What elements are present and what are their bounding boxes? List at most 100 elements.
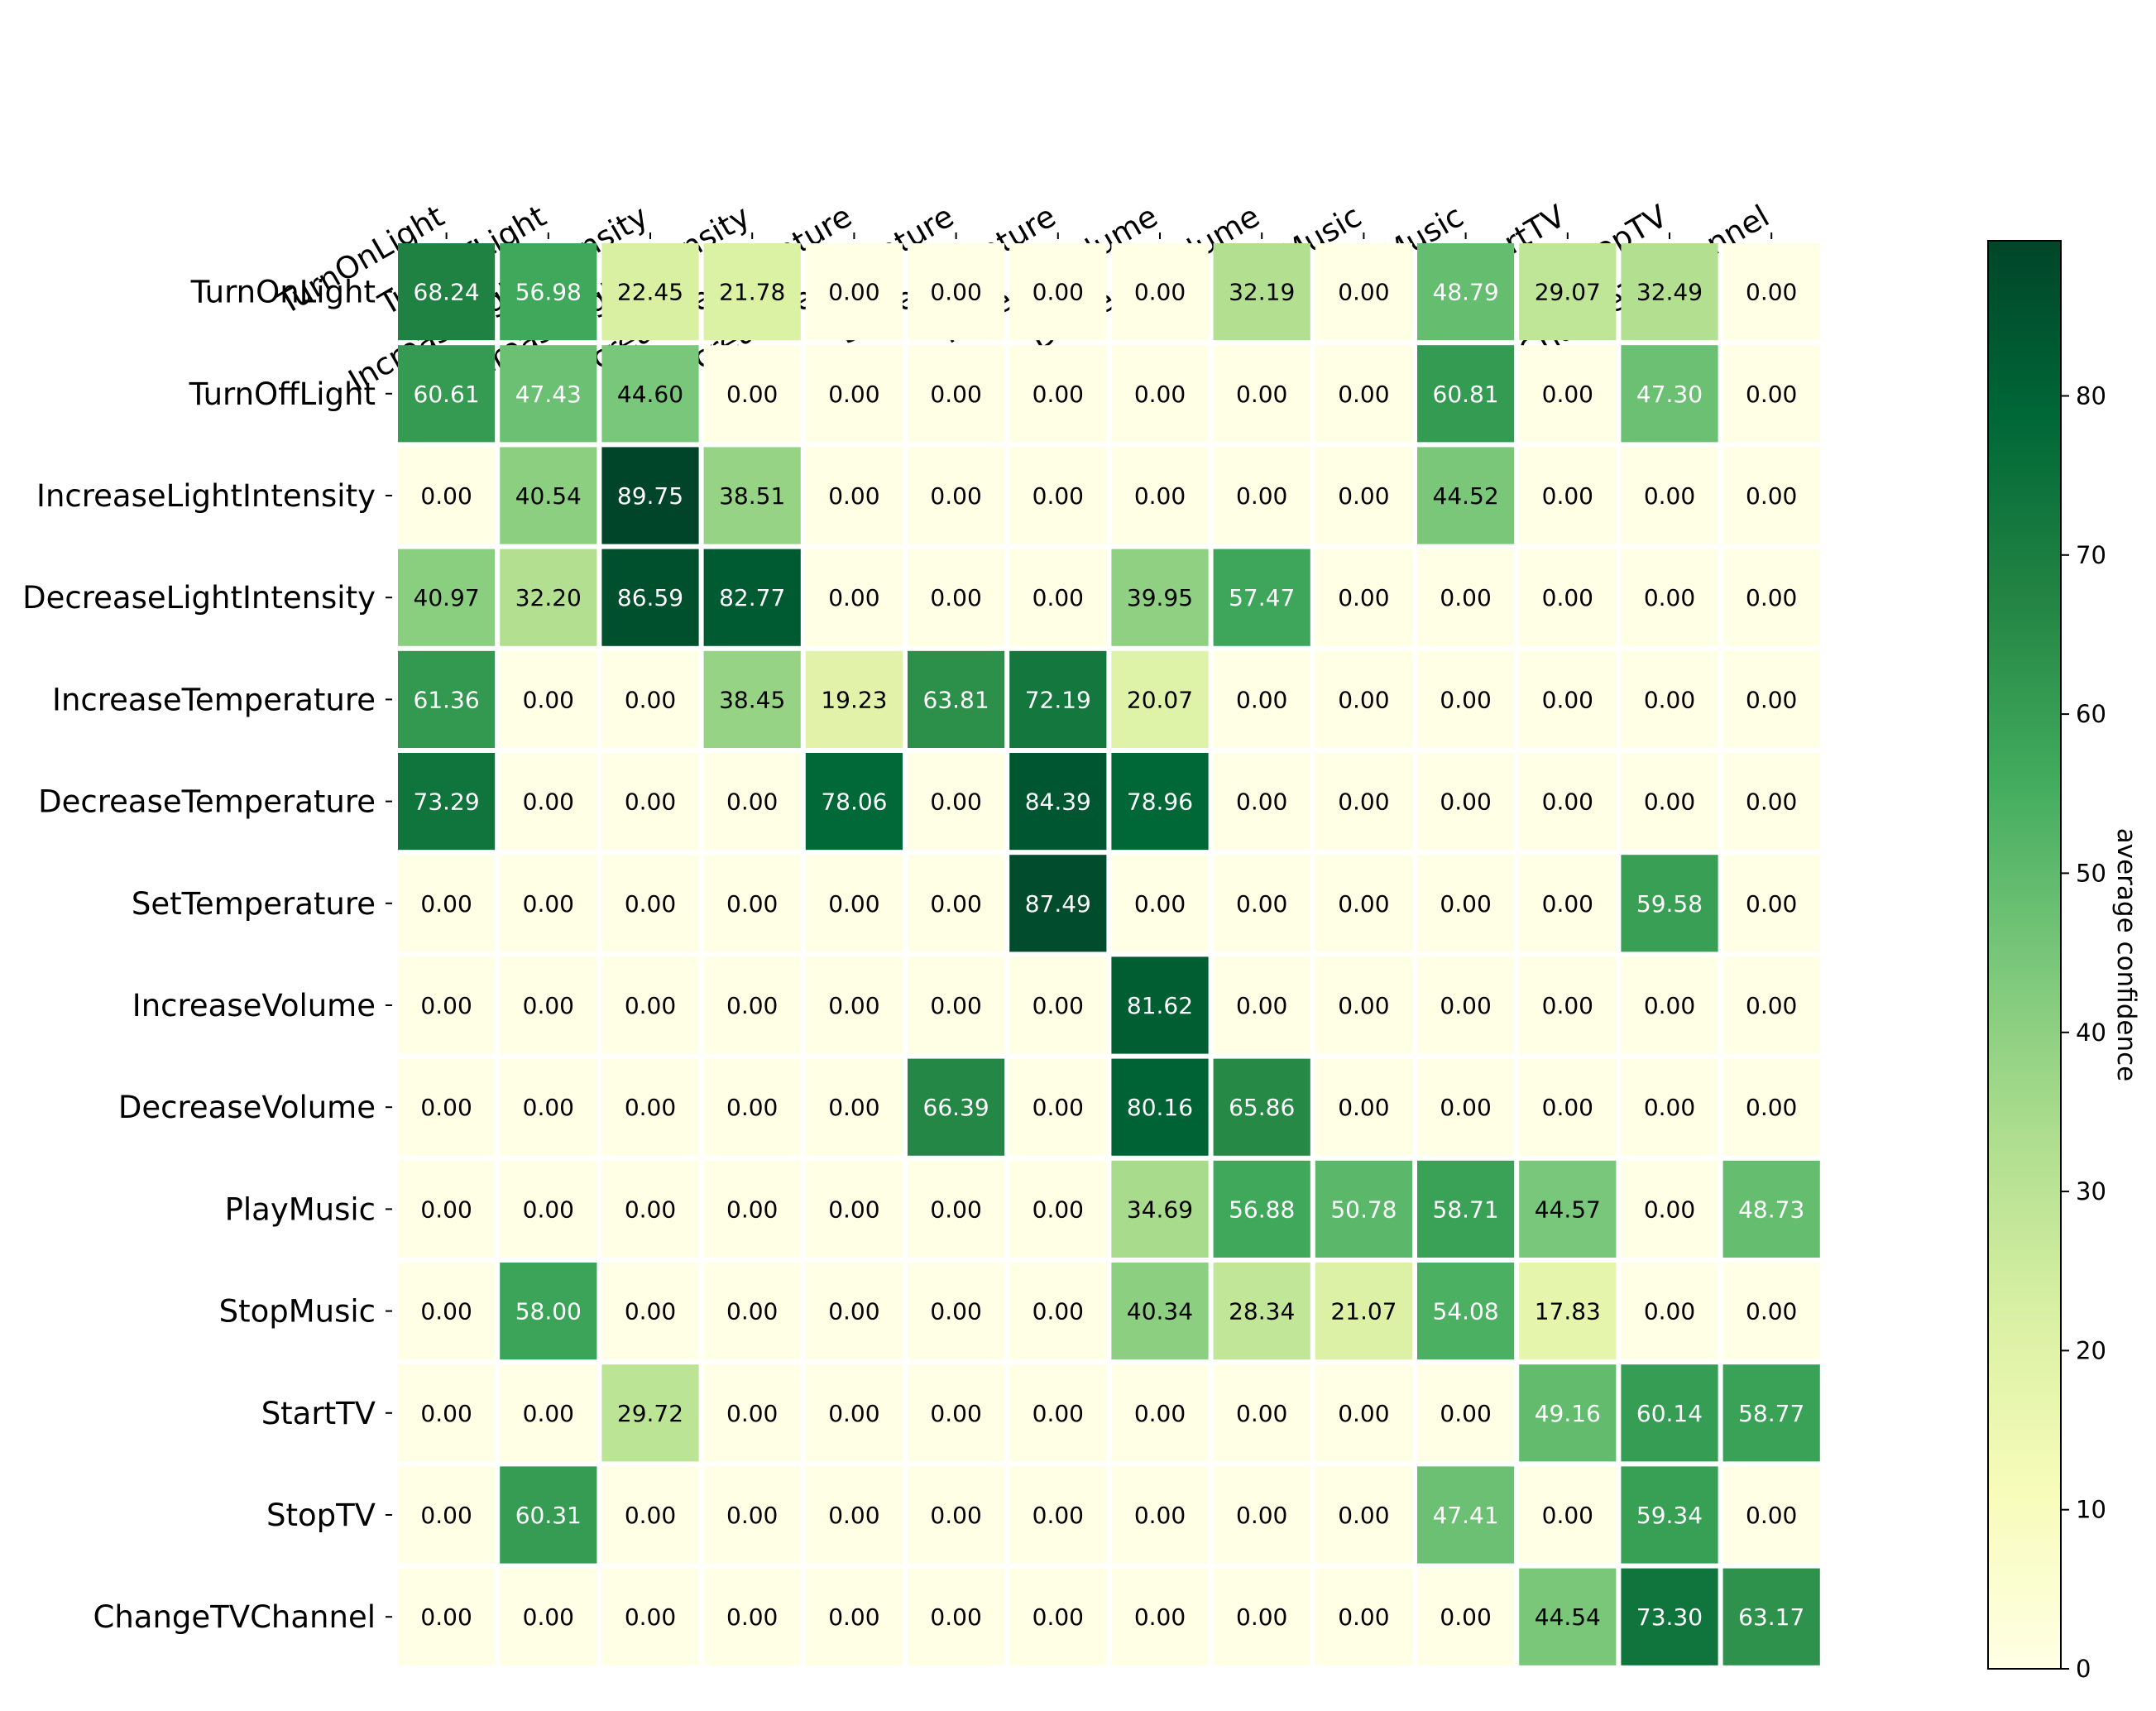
cell-value-label: 0.00 xyxy=(1338,788,1389,816)
y-tick-label: PlayMusic xyxy=(225,1191,376,1227)
heatmap-cell xyxy=(1417,1263,1515,1360)
cell-value-label: 0.00 xyxy=(625,686,676,713)
heatmap-cell xyxy=(398,549,496,646)
heatmap-cell xyxy=(908,650,1005,748)
heatmap-cell xyxy=(703,956,801,1054)
heatmap-cell xyxy=(1519,345,1617,443)
cell-value-label: 40.34 xyxy=(1127,1298,1193,1325)
cell-value-label: 0.00 xyxy=(523,1196,574,1223)
heatmap-cell xyxy=(1417,243,1515,341)
cell-value-label: 0.00 xyxy=(1134,1603,1186,1631)
cell-value-label: 0.00 xyxy=(1542,992,1593,1019)
cell-value-label: 44.57 xyxy=(1535,1196,1601,1223)
cell-value-label: 0.00 xyxy=(420,1400,472,1427)
cell-value-label: 0.00 xyxy=(1542,482,1593,510)
heatmap-cell xyxy=(1417,447,1515,544)
cell-value-label: 54.08 xyxy=(1433,1298,1499,1325)
heatmap-cell xyxy=(1111,855,1209,952)
heatmap-cell xyxy=(1621,243,1718,341)
cell-value-label: 81.62 xyxy=(1127,992,1193,1019)
cell-value-label: 0.00 xyxy=(1338,1400,1389,1427)
cell-value-label: 0.00 xyxy=(1338,279,1389,306)
cell-value-label: 0.00 xyxy=(1134,890,1186,918)
cell-value-label: 72.19 xyxy=(1025,686,1091,713)
cell-value-label: 0.00 xyxy=(930,381,981,408)
cell-value-label: 0.00 xyxy=(1236,381,1287,408)
cell-value-label: 0.00 xyxy=(1338,1502,1389,1529)
heatmap-cell xyxy=(1111,1058,1209,1156)
heatmap-cell xyxy=(1417,1160,1515,1258)
heatmap-cell xyxy=(1722,1058,1820,1156)
cell-value-label: 0.00 xyxy=(930,279,981,306)
heatmap-cell xyxy=(1009,1160,1107,1258)
cell-value-label: 29.72 xyxy=(617,1400,683,1427)
heatmap-cell xyxy=(601,549,699,646)
cell-value-label: 0.00 xyxy=(523,890,574,918)
heatmap-cell xyxy=(500,753,597,851)
colorbar-tick-label: 70 xyxy=(2076,541,2106,569)
heatmap-cell xyxy=(703,1058,801,1156)
heatmap-cell xyxy=(1213,1160,1310,1258)
heatmap-cell xyxy=(1111,447,1209,544)
cell-value-label: 40.97 xyxy=(414,584,480,611)
cell-value-label: 44.54 xyxy=(1535,1603,1601,1631)
cell-value-label: 0.00 xyxy=(1032,1094,1084,1121)
cell-value-label: 0.00 xyxy=(1338,1603,1389,1631)
heatmap-cell xyxy=(398,956,496,1054)
cell-value-label: 29.07 xyxy=(1535,279,1601,306)
heatmap-cell xyxy=(1621,650,1718,748)
cell-value-label: 0.00 xyxy=(1440,1400,1491,1427)
heatmap-cell xyxy=(908,1160,1005,1258)
cell-value-label: 0.00 xyxy=(1746,1298,1797,1325)
heatmap-cell xyxy=(1315,956,1412,1054)
heatmap-cell xyxy=(1009,1364,1107,1462)
heatmap-cell xyxy=(398,753,496,851)
heatmap-cell xyxy=(1111,243,1209,341)
cell-value-label: 20.07 xyxy=(1127,686,1193,713)
heatmap-cell xyxy=(1621,1263,1718,1360)
heatmap-cell xyxy=(398,447,496,544)
heatmap-cell xyxy=(1315,753,1412,851)
heatmap-cell xyxy=(1519,447,1617,544)
cell-value-label: 0.00 xyxy=(1746,686,1797,713)
cell-value-label: 73.29 xyxy=(414,788,480,816)
heatmap-cell xyxy=(1315,447,1412,544)
heatmap-cell xyxy=(1009,1263,1107,1360)
cell-value-label: 0.00 xyxy=(1440,584,1491,611)
cell-value-label: 32.20 xyxy=(515,584,582,611)
y-tick-label: DecreaseTemperature xyxy=(38,784,376,820)
cell-value-label: 32.49 xyxy=(1636,279,1703,306)
cell-value-label: 0.00 xyxy=(1032,1400,1084,1427)
heatmap-cell xyxy=(1519,956,1617,1054)
heatmap-cell xyxy=(805,447,903,544)
heatmap-cell xyxy=(500,1466,597,1564)
cell-value-label: 0.00 xyxy=(726,1094,778,1121)
heatmap-cell xyxy=(805,753,903,851)
cell-value-label: 0.00 xyxy=(1746,381,1797,408)
cell-value-label: 47.30 xyxy=(1636,381,1703,408)
heatmap-cell xyxy=(1315,1058,1412,1156)
cell-value-label: 0.00 xyxy=(523,788,574,816)
cell-value-label: 0.00 xyxy=(1338,584,1389,611)
heatmap-cell xyxy=(500,650,597,748)
heatmap-cell xyxy=(1722,345,1820,443)
heatmap-cell xyxy=(1621,1364,1718,1462)
heatmap-cell xyxy=(500,447,597,544)
y-tick-label: StopTV xyxy=(266,1498,376,1533)
heatmap-cell xyxy=(1519,855,1617,952)
cell-value-label: 0.00 xyxy=(420,1603,472,1631)
heatmap-cell xyxy=(1519,753,1617,851)
heatmap-cell xyxy=(1213,1466,1310,1564)
heatmap-cell xyxy=(1009,855,1107,952)
colorbar-tick-label: 80 xyxy=(2076,382,2106,410)
cell-value-label: 0.00 xyxy=(625,1502,676,1529)
heatmap-cell xyxy=(1009,1466,1107,1564)
cell-value-label: 0.00 xyxy=(1338,686,1389,713)
heatmap-cell xyxy=(1315,650,1412,748)
cell-value-label: 44.52 xyxy=(1433,482,1499,510)
cell-value-label: 48.73 xyxy=(1738,1196,1804,1223)
heatmap-cell xyxy=(1315,243,1412,341)
y-tick-label: IncreaseTemperature xyxy=(52,682,376,717)
heatmap-cell xyxy=(703,447,801,544)
heatmap-cell xyxy=(1213,1364,1310,1462)
